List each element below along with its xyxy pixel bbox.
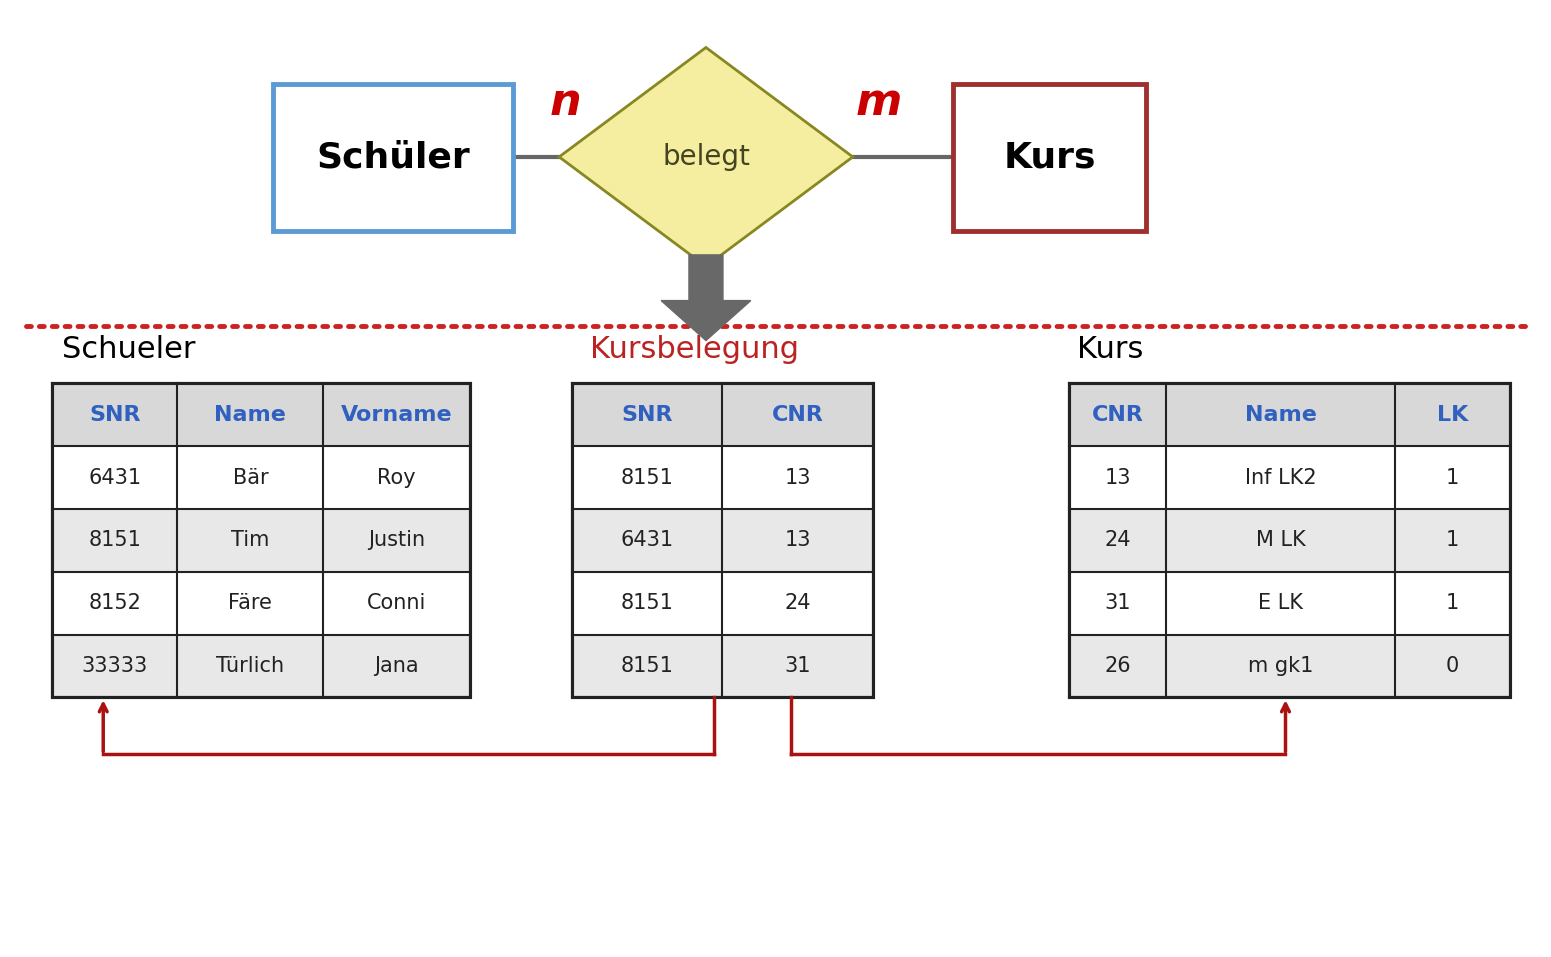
Text: belegt: belegt	[662, 143, 749, 171]
Bar	[273, 83, 513, 232]
Text: SNR: SNR	[88, 405, 141, 425]
Text: Roy: Roy	[377, 468, 416, 487]
Text: 8151: 8151	[620, 468, 673, 487]
Text: 8151: 8151	[620, 593, 673, 613]
Text: Jana: Jana	[374, 656, 419, 676]
Text: Inf LK2: Inf LK2	[1245, 468, 1317, 487]
Text: 6431: 6431	[88, 468, 141, 487]
Text: 13: 13	[785, 468, 811, 487]
Text: 8152: 8152	[88, 593, 141, 613]
Text: Bär: Bär	[233, 468, 268, 487]
Bar	[571, 384, 873, 698]
Bar	[571, 446, 873, 509]
Text: Name: Name	[1244, 405, 1317, 425]
Bar	[1069, 384, 1509, 698]
Text: 13: 13	[1104, 468, 1131, 487]
Text: M LK: M LK	[1256, 530, 1306, 550]
Text: 0: 0	[1446, 656, 1459, 676]
Text: CNR: CNR	[1092, 405, 1143, 425]
Text: Justin: Justin	[368, 530, 425, 550]
FancyArrow shape	[661, 255, 751, 341]
Bar	[53, 384, 470, 698]
Text: 26: 26	[1104, 656, 1131, 676]
Text: 6431: 6431	[620, 530, 673, 550]
Text: m: m	[856, 81, 903, 124]
Text: SNR: SNR	[620, 405, 673, 425]
Text: Kurs: Kurs	[1003, 141, 1097, 174]
Text: CNR: CNR	[771, 405, 824, 425]
Text: Tim: Tim	[231, 530, 270, 550]
Text: 24: 24	[785, 593, 811, 613]
Bar	[954, 83, 1146, 232]
Text: Färe: Färe	[228, 593, 273, 613]
Bar	[571, 509, 873, 571]
Bar	[1069, 571, 1509, 634]
Text: n: n	[549, 81, 582, 124]
Text: 8151: 8151	[620, 656, 673, 676]
Text: 33333: 33333	[82, 656, 147, 676]
Text: 31: 31	[785, 656, 811, 676]
Text: Kurs: Kurs	[1076, 335, 1143, 365]
Bar	[53, 384, 470, 446]
Text: Schüler: Schüler	[316, 141, 470, 174]
Text: Schueler: Schueler	[62, 335, 195, 365]
Text: 31: 31	[1104, 593, 1131, 613]
Bar	[53, 446, 470, 509]
Bar	[571, 384, 873, 446]
Text: 24: 24	[1104, 530, 1131, 550]
Text: Name: Name	[214, 405, 287, 425]
Bar	[53, 509, 470, 571]
Text: LK: LK	[1436, 405, 1467, 425]
Bar	[1069, 384, 1509, 446]
Text: 13: 13	[785, 530, 811, 550]
Text: 1: 1	[1446, 593, 1459, 613]
Text: Vorname: Vorname	[341, 405, 453, 425]
Text: E LK: E LK	[1258, 593, 1303, 613]
Bar	[1069, 509, 1509, 571]
Bar	[53, 634, 470, 698]
Bar	[571, 571, 873, 634]
Bar	[1069, 446, 1509, 509]
Text: 8151: 8151	[88, 530, 141, 550]
Bar	[1069, 634, 1509, 698]
Text: m gk1: m gk1	[1249, 656, 1314, 676]
Text: 1: 1	[1446, 530, 1459, 550]
Polygon shape	[560, 48, 853, 266]
Bar	[571, 634, 873, 698]
Text: Conni: Conni	[366, 593, 427, 613]
Bar	[53, 571, 470, 634]
Text: Türlich: Türlich	[217, 656, 284, 676]
Text: 1: 1	[1446, 468, 1459, 487]
Text: Kursbelegung: Kursbelegung	[589, 335, 799, 365]
